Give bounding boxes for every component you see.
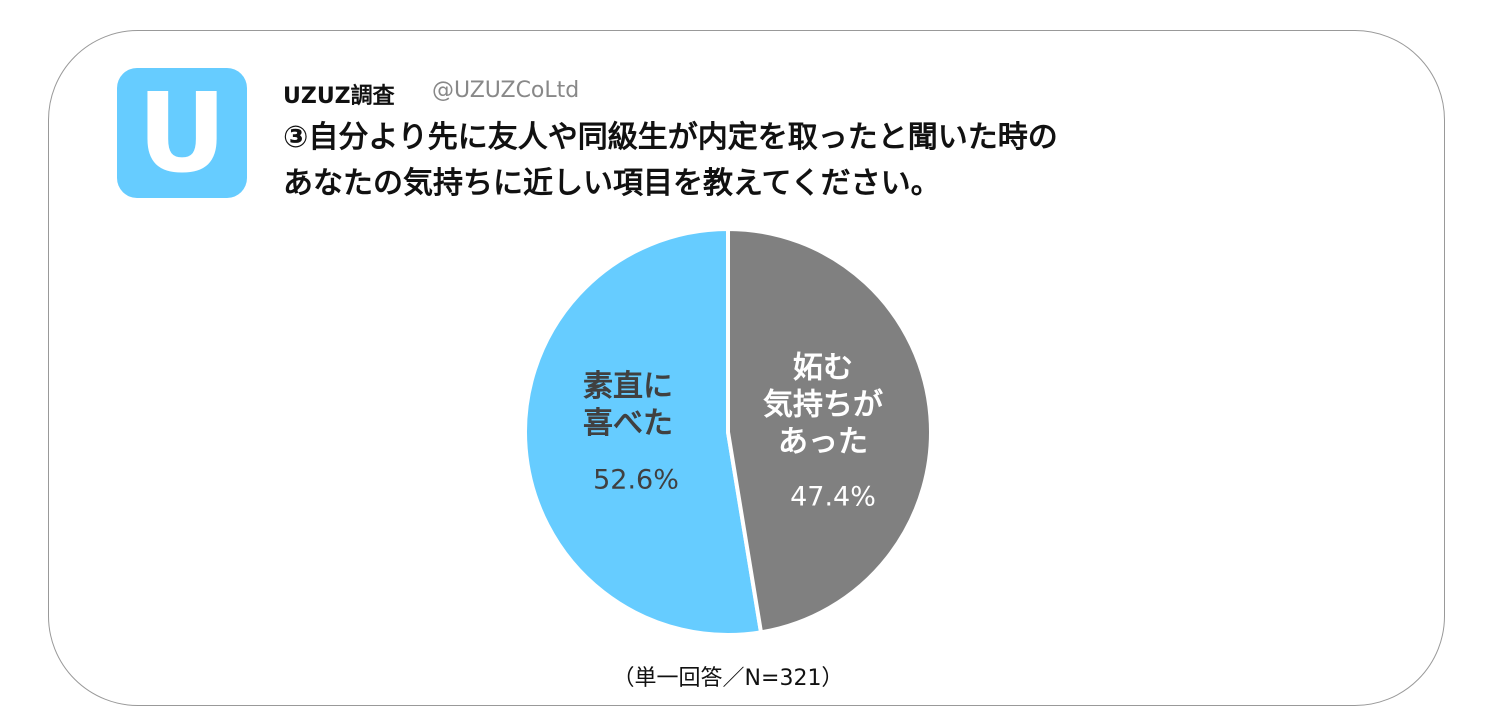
handle: @UZUZCoLtd — [432, 78, 580, 103]
value-label: 47.4% — [790, 481, 876, 513]
pie-slice — [523, 226, 764, 637]
card — [48, 30, 1445, 706]
slice-label: 妬む 気持ちが あった — [763, 350, 883, 460]
logo: U — [117, 68, 247, 198]
value-label: 52.6% — [593, 464, 679, 496]
note: （単一回答／N=321） — [612, 666, 844, 691]
chart-title: ③自分より先に友人や同級生が内定を取ったと聞いた時の あなたの気持ちに近しい項目… — [283, 120, 1058, 201]
slice-label: 素直に 喜べた — [583, 369, 673, 441]
account-name: UZUZ調査 — [283, 84, 395, 109]
pie-slice — [726, 226, 933, 635]
